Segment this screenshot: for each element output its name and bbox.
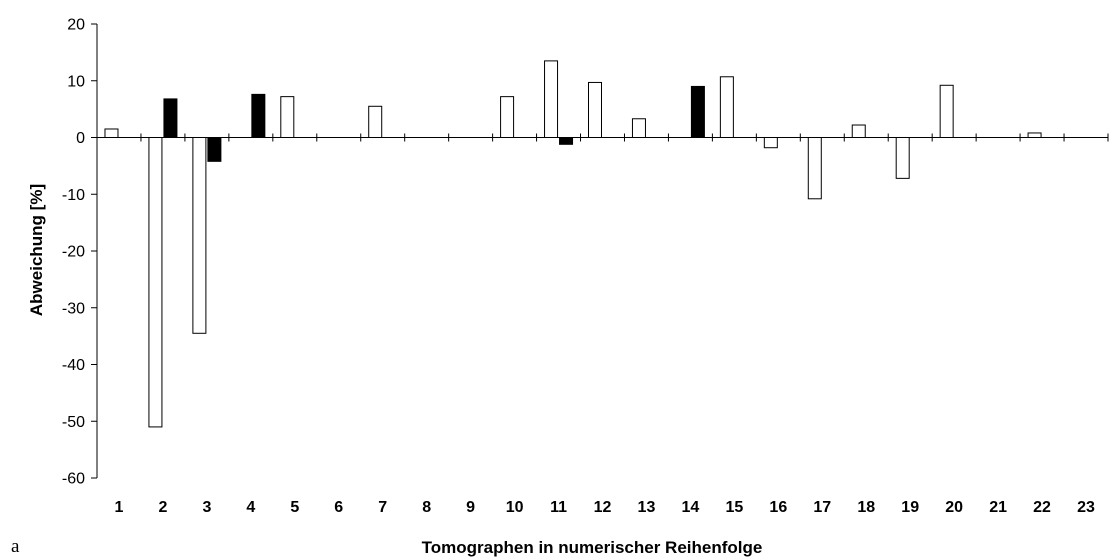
bar-series1-cat13	[631, 118, 646, 138]
y-tick-label: -50	[62, 414, 85, 431]
bar-series1-cat7	[368, 105, 383, 138]
y-tick-label: 20	[67, 17, 85, 34]
x-tick-label: 2	[158, 499, 167, 516]
bar-series1-cat20	[939, 84, 954, 138]
panel-label: a	[11, 536, 20, 557]
x-tick-label: 11	[550, 499, 567, 516]
x-tick-label: 7	[378, 499, 387, 516]
bar-series1-cat5	[280, 96, 295, 138]
x-tick-label: 19	[901, 499, 919, 516]
x-tick-label: 8	[422, 499, 431, 516]
x-axis-title: Tomographen in numerischer Reihenfolge	[422, 538, 763, 557]
bar-series1-cat16	[763, 137, 778, 149]
x-tick-label: 6	[334, 499, 343, 516]
bar-series1-cat10	[500, 96, 515, 138]
bar-series2-cat11	[559, 137, 574, 145]
bars-group	[104, 60, 1042, 428]
bar-series1-cat3	[192, 137, 207, 334]
y-tick-label: -30	[62, 300, 85, 317]
x-tick-label: 5	[290, 499, 299, 516]
x-tick-label: 18	[857, 499, 875, 516]
bar-series1-cat11	[544, 60, 559, 139]
y-tick-label: -20	[62, 244, 85, 261]
y-tick-label: -40	[62, 357, 85, 374]
y-tick-label: -10	[62, 187, 85, 204]
x-tick-label: 12	[594, 499, 612, 516]
bar-series1-cat18	[851, 124, 866, 138]
x-tick-label: 13	[638, 499, 656, 516]
axes-group	[91, 23, 1109, 479]
bar-series1-cat15	[719, 76, 734, 138]
x-tick-label: 9	[466, 499, 475, 516]
bar-series1-cat17	[807, 137, 822, 200]
x-tick-label: 15	[725, 499, 743, 516]
bar-series1-cat12	[588, 81, 602, 138]
x-tick-label: 23	[1077, 499, 1095, 516]
x-tick-label: 21	[989, 499, 1007, 516]
x-tick-label: 17	[813, 499, 831, 516]
x-tick-label: 4	[246, 499, 255, 516]
y-axis-title: Abweichung [%]	[27, 184, 46, 316]
y-tick-label: -60	[62, 471, 85, 488]
bar-series1-cat1	[104, 128, 119, 139]
x-tick-label: 1	[115, 499, 124, 516]
x-tick-label: 3	[202, 499, 211, 516]
x-tick-label: 14	[682, 499, 700, 516]
bar-series2-cat4	[251, 93, 266, 139]
y-tick-label: 10	[67, 73, 85, 90]
x-tick-label: 20	[945, 499, 963, 516]
bar-series1-cat2	[148, 137, 163, 428]
y-tick-label: 0	[76, 130, 85, 147]
bar-series2-cat14	[690, 85, 705, 139]
bar-series2-cat3	[207, 137, 222, 162]
bar-series1-cat19	[895, 137, 910, 179]
x-tick-label: 16	[769, 499, 787, 516]
x-tick-label: 22	[1033, 499, 1051, 516]
bar-series1-cat22	[1027, 132, 1042, 139]
bar-series2-cat2	[163, 98, 178, 139]
x-tick-label: 10	[506, 499, 524, 516]
